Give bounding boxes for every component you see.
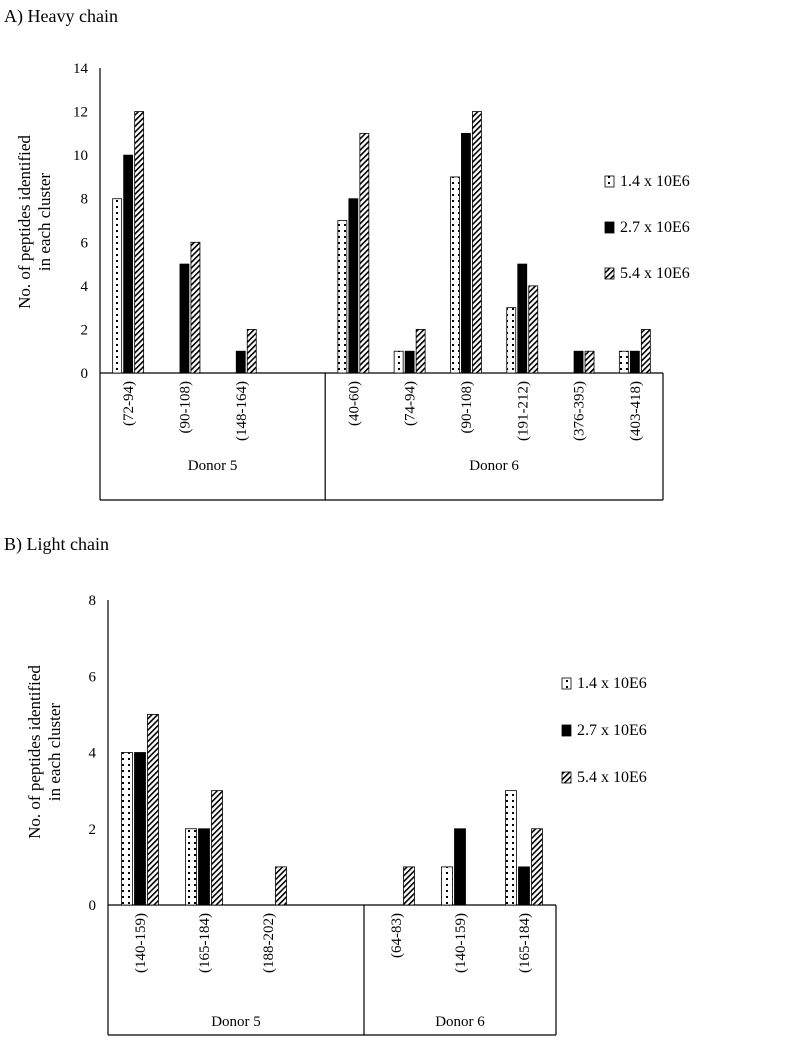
x-tick-label: (165-184) (517, 913, 533, 973)
x-tick-label: (165-184) (197, 913, 213, 973)
bar-hatch (472, 111, 482, 374)
bar-dots (505, 790, 517, 906)
y-tick-label: 8 (89, 593, 97, 609)
group-label: Donor 5 (211, 1014, 261, 1030)
y-axis-label: No. of peptides identifiedin each cluste… (15, 135, 54, 309)
legend-label: 5.4 x 10E6 (577, 769, 647, 786)
bar-solid (629, 350, 640, 374)
bar-hatch (147, 713, 159, 906)
bar-hatch (415, 329, 426, 374)
group-label: Donor 6 (435, 1014, 485, 1030)
bar-solid (517, 263, 528, 374)
bar-solid (573, 350, 584, 374)
x-tick-label: (140-159) (453, 913, 469, 973)
bar-hatch (275, 866, 287, 906)
legend-label: 1.4 x 10E6 (577, 675, 647, 692)
y-tick-label: 6 (81, 235, 89, 251)
y-tick-label: 0 (81, 366, 89, 382)
bar-hatch (640, 329, 651, 374)
x-tick-label: (64-83) (389, 913, 405, 958)
bar-solid (235, 350, 246, 374)
bar-solid (134, 752, 146, 906)
bar-dots (506, 307, 517, 374)
bar-solid (123, 154, 134, 374)
x-tick-label: (140-159) (133, 913, 149, 973)
bar-solid (518, 866, 530, 906)
y-tick-label: 4 (89, 746, 97, 762)
x-tick-label: (148-164) (234, 381, 250, 441)
x-tick-label: (90-108) (177, 381, 193, 434)
legend-swatch-hatch (561, 771, 572, 784)
bar-hatch (190, 241, 201, 374)
x-tick-label: (40-60) (346, 381, 362, 426)
y-axis-label-line: in each cluster (45, 703, 64, 802)
y-axis-label-line: No. of peptides identified (25, 665, 44, 839)
bar-dots (618, 350, 629, 374)
bar-hatch (246, 329, 257, 374)
y-tick-label: 8 (81, 192, 89, 208)
bar-dots (450, 176, 460, 374)
bar-dots (441, 866, 453, 906)
bar-hatch (211, 790, 223, 906)
bar-solid (348, 198, 359, 374)
y-axis-label-line: in each cluster (35, 173, 54, 272)
x-tick-label: (376-395) (572, 381, 588, 441)
legend-swatch-solid (561, 724, 572, 737)
y-tick-label: 2 (89, 822, 97, 838)
y-tick-label: 2 (81, 322, 89, 338)
y-axis-label: No. of peptides identifiedin each cluste… (25, 665, 64, 839)
group-label: Donor 6 (469, 458, 519, 474)
y-tick-label: 10 (73, 148, 88, 164)
bar-hatch (531, 828, 543, 906)
legend-label: 2.7 x 10E6 (620, 219, 690, 236)
chart-title: A) Heavy chain (4, 6, 118, 27)
legend-label: 2.7 x 10E6 (577, 722, 647, 739)
bar-solid (198, 828, 210, 906)
y-tick-label: 12 (73, 105, 88, 121)
x-tick-label: (188-202) (261, 913, 277, 973)
bar-hatch (403, 866, 415, 906)
bar-hatch (359, 132, 370, 374)
bar-dots (393, 350, 404, 374)
bar-hatch (528, 285, 539, 374)
group-label: Donor 5 (188, 458, 238, 474)
bar-solid (404, 350, 415, 374)
legend-label: 5.4 x 10E6 (620, 265, 690, 282)
x-tick-label: (191-212) (515, 381, 531, 441)
y-tick-label: 4 (81, 279, 89, 295)
bar-dots (337, 220, 348, 374)
x-tick-label: (90-108) (459, 381, 475, 434)
bar-solid (461, 132, 471, 374)
x-tick-label: (403-418) (628, 381, 644, 441)
y-axis-label-line: No. of peptides identified (15, 135, 34, 309)
legend-swatch-dots (604, 175, 615, 188)
light-chain-chart: B) Light chain 0 2 4 6 8 No. of peptides ident… (4, 534, 647, 1036)
legend-swatch-solid (604, 221, 615, 234)
y-tick-label: 6 (89, 669, 97, 685)
y-tick-label: 0 (89, 898, 97, 914)
bar-hatch (584, 350, 595, 374)
chart-title: B) Light chain (4, 534, 109, 555)
legend-swatch-hatch (604, 267, 615, 280)
bar-dots (112, 198, 123, 374)
legend-swatch-dots (561, 677, 572, 690)
bar-dots (185, 828, 197, 906)
x-tick-label: (74-94) (403, 381, 419, 426)
bar-solid (454, 828, 466, 906)
x-tick-label: (72-94) (121, 381, 137, 426)
legend-label: 1.4 x 10E6 (620, 173, 690, 190)
heavy-chain-chart: A) Heavy chain 0 2 4 6 8 10 12 14 No. of peptides… (4, 6, 690, 501)
bar-solid (179, 263, 190, 374)
y-tick-label: 14 (73, 61, 89, 77)
bar-dots (121, 752, 133, 906)
bar-hatch (134, 111, 145, 374)
